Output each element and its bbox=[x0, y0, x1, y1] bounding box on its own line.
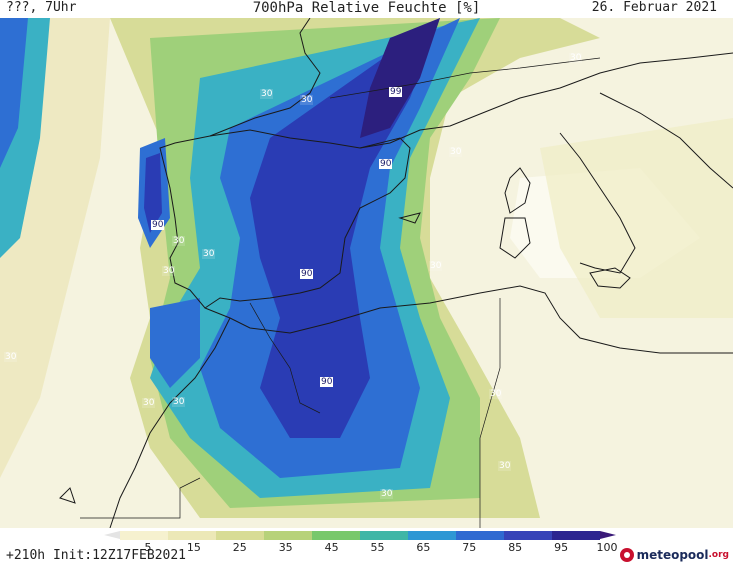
legend-max-arrow bbox=[600, 531, 616, 539]
contour-label: 30 bbox=[429, 261, 443, 271]
legend-tick-label: 45 bbox=[324, 541, 339, 554]
contour-label: 30 bbox=[380, 489, 394, 499]
legend-tick-label: 85 bbox=[508, 541, 523, 554]
legend-swatch bbox=[312, 531, 360, 540]
eastern-moderate-patch bbox=[540, 118, 733, 318]
france-coast bbox=[209, 18, 321, 137]
contour-label: 30 bbox=[202, 249, 216, 259]
contour-label: 30 bbox=[260, 89, 274, 99]
footer-bar: 5 15 25 35 45 55 65 75 85 95 100 +210h Init:12Z17F… bbox=[0, 528, 733, 566]
legend-swatch bbox=[264, 531, 312, 540]
legend-swatch bbox=[168, 531, 216, 540]
contour-label: 30 bbox=[142, 398, 156, 408]
humidity-field bbox=[0, 18, 733, 528]
tunisia-libya-border bbox=[479, 298, 501, 528]
legend-tick-label: 15 bbox=[186, 541, 201, 554]
contour-label: 30 bbox=[569, 53, 583, 63]
header-bar: ???, 7Uhr 700hPa Relative Feuchte [%] 26… bbox=[0, 0, 733, 18]
contour-label: 30 bbox=[4, 352, 18, 362]
morocco-blue-feature bbox=[150, 298, 200, 388]
meteopool-logo-icon bbox=[619, 548, 634, 562]
contour-label: 30 bbox=[489, 389, 503, 399]
western-sahara-border bbox=[80, 477, 201, 519]
forecast-date: 26. Februar 2021 bbox=[591, 0, 717, 15]
canary-islands bbox=[59, 487, 76, 504]
north-africa-coast bbox=[204, 285, 733, 354]
inner-border bbox=[329, 57, 601, 99]
legend-min-arrow bbox=[104, 531, 120, 539]
legend-tick-label: 25 bbox=[232, 541, 247, 554]
sardinia-outline bbox=[499, 217, 531, 259]
legend-colorbar bbox=[120, 531, 600, 540]
algeria-morocco-border bbox=[249, 302, 321, 414]
run-label: ???, 7Uhr bbox=[6, 0, 77, 15]
contour-label: 30 bbox=[300, 95, 314, 105]
legend-swatch bbox=[360, 531, 408, 540]
balearic-islands bbox=[398, 212, 421, 224]
atlantic-blue-strip bbox=[0, 18, 28, 168]
contour-label: 30 bbox=[162, 266, 176, 276]
med-north-coast bbox=[359, 52, 733, 149]
legend-swatch bbox=[456, 531, 504, 540]
legend-tick-label: 95 bbox=[554, 541, 569, 554]
humidity-map: 99 90 90 90 90 30 30 30 30 30 30 30 30 3… bbox=[0, 18, 733, 528]
atlantic-africa-coast bbox=[109, 317, 231, 528]
brand-suffix: .org bbox=[708, 550, 729, 560]
init-time-label: +210h Init:12Z17FEB2021 bbox=[6, 548, 187, 563]
contour-label: 30 bbox=[449, 147, 463, 157]
contour-label: 90 bbox=[300, 269, 314, 279]
legend-swatch bbox=[120, 531, 168, 540]
italy-coast bbox=[559, 132, 636, 274]
legend-tick-label: 100 bbox=[596, 541, 618, 554]
portugal-deep-feature bbox=[144, 153, 162, 233]
sicily-outline bbox=[589, 267, 631, 289]
saturated-core bbox=[360, 18, 440, 138]
contour-label: 30 bbox=[498, 461, 512, 471]
legend-swatch bbox=[408, 531, 456, 540]
legend-tick-label: 35 bbox=[278, 541, 293, 554]
contour-label: 90 bbox=[379, 159, 393, 169]
corsica-outline bbox=[504, 167, 531, 214]
iberia-coast bbox=[159, 129, 411, 309]
coastlines bbox=[59, 18, 733, 528]
legend-swatch bbox=[216, 531, 264, 540]
legend-tick-label: 65 bbox=[416, 541, 431, 554]
contour-label: 30 bbox=[172, 397, 186, 407]
contour-label: 99 bbox=[389, 87, 403, 97]
legend-swatch bbox=[552, 531, 600, 540]
legend-tick-label: 5 bbox=[144, 541, 152, 554]
legend-swatch bbox=[504, 531, 552, 540]
contour-label: 30 bbox=[172, 236, 186, 246]
legend-tick-label: 55 bbox=[370, 541, 385, 554]
adriatic-coast bbox=[599, 92, 733, 189]
brand-name: meteopool bbox=[636, 548, 709, 562]
map-title: 700hPa Relative Feuchte [%] bbox=[252, 0, 481, 16]
contour-label: 90 bbox=[320, 377, 334, 387]
legend-tick-label: 75 bbox=[462, 541, 477, 554]
brand-logo-group[interactable]: meteopool .org bbox=[619, 546, 729, 564]
contour-label: 90 bbox=[151, 220, 165, 230]
